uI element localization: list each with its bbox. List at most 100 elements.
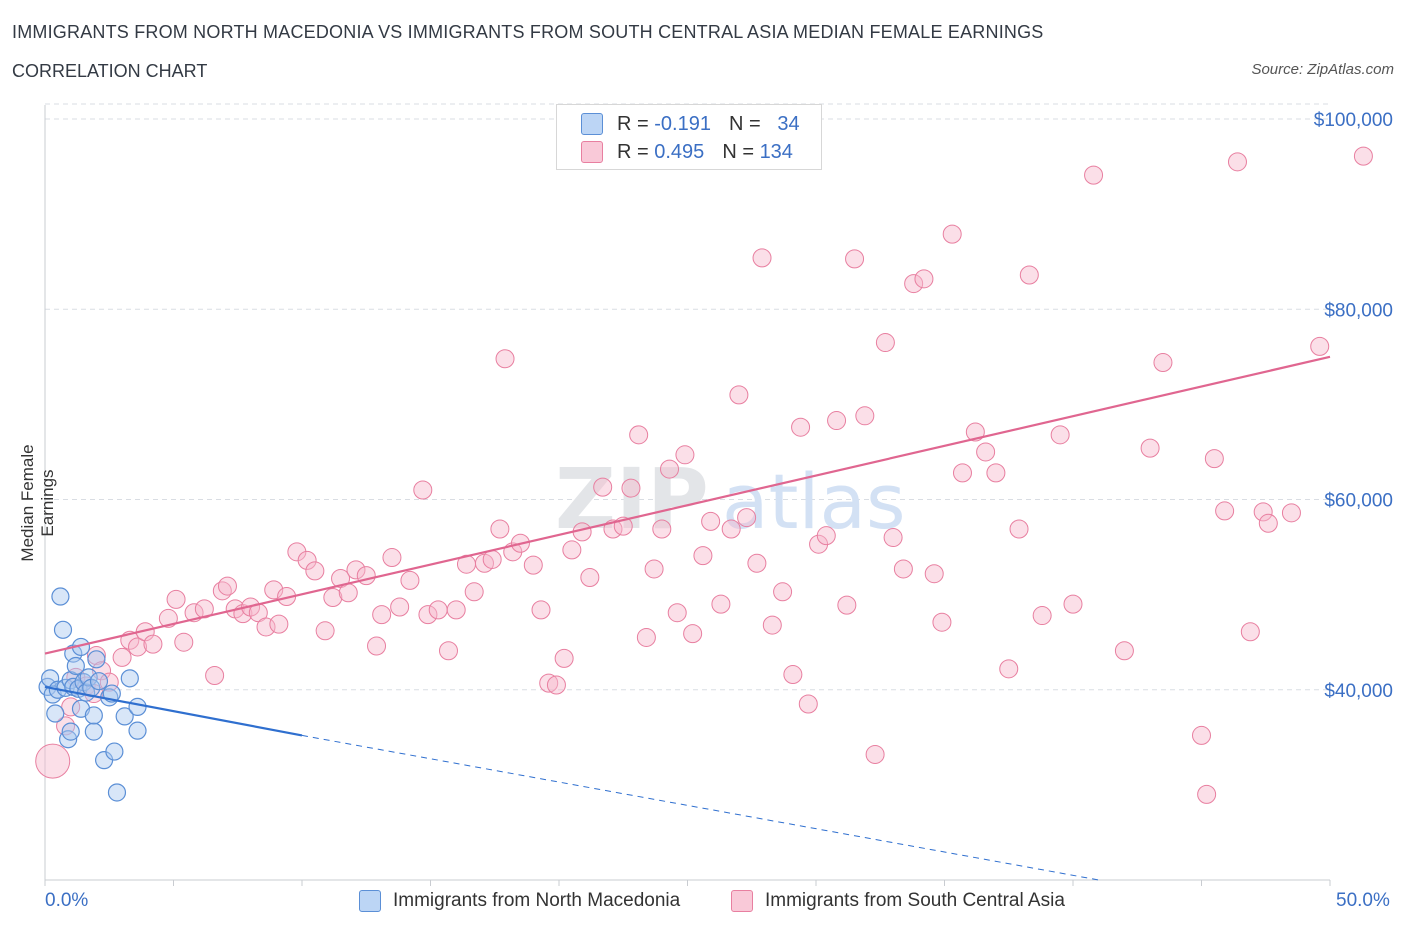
point-south-central-asia-57: [523, 555, 543, 575]
point-south-central-asia-110: [1009, 519, 1029, 539]
legend-swatch-blue: [581, 113, 603, 135]
point-south-central-asia-115: [1084, 165, 1104, 185]
legend-row-south-central-asia: R = 0.495 N = 134: [581, 140, 793, 164]
point-north-macedonia-23: [87, 650, 106, 669]
point-south-central-asia-93: [837, 595, 857, 615]
point-north-macedonia-30: [115, 707, 134, 726]
legend-r-value: 0.495: [654, 140, 705, 163]
axes: [44, 105, 1331, 886]
point-north-macedonia-21: [84, 722, 103, 741]
point-south-central-asia-97: [875, 333, 895, 353]
point-south-central-asia-106: [965, 422, 985, 442]
legend-n-value: 134: [759, 140, 793, 163]
point-south-central-asia-50: [464, 582, 484, 602]
point-south-central-asia-62: [562, 540, 582, 560]
point-south-central-asia-112: [1032, 606, 1052, 626]
point-south-central-asia-89: [798, 694, 818, 714]
point-south-central-asia-83: [747, 553, 767, 573]
point-north-macedonia-5: [51, 587, 70, 606]
point-south-central-asia-61: [554, 648, 574, 668]
point-north-macedonia-3: [46, 704, 65, 723]
point-south-central-asia-28: [269, 614, 289, 634]
point-south-central-asia-59: [539, 673, 559, 693]
point-south-central-asia-105: [952, 463, 972, 483]
point-south-central-asia-48: [446, 600, 466, 620]
point-south-central-asia-21: [217, 576, 237, 596]
point-south-central-asia-120: [1197, 784, 1217, 804]
point-north-macedonia-32: [120, 669, 139, 688]
point-north-macedonia-29: [107, 783, 127, 802]
legend-r-label: R =: [617, 112, 649, 135]
legend-n-label: N =: [722, 140, 754, 163]
point-south-central-asia-11: [128, 637, 148, 657]
point-south-central-asia-13: [143, 634, 163, 654]
point-south-central-asia-73: [660, 459, 680, 479]
point-south-central-asia-119: [1192, 725, 1211, 745]
point-south-central-asia-40: [372, 605, 392, 625]
legend-n-label: N =: [728, 112, 761, 135]
point-south-central-asia-64: [580, 568, 600, 588]
point-south-central-asia-81: [729, 385, 749, 405]
point-south-central-asia-43: [400, 570, 420, 590]
point-south-central-asia-95: [855, 406, 875, 426]
legend-row-north-macedonia: R = -0.191 N = 34: [581, 112, 800, 136]
point-south-central-asia-36: [338, 583, 358, 603]
point-south-central-asia-76: [683, 624, 703, 644]
point-north-macedonia-31: [128, 721, 147, 740]
point-south-central-asia-31: [297, 550, 317, 570]
point-south-central-asia-71: [644, 559, 664, 579]
trend-lines: [44, 355, 1331, 881]
point-south-central-asia-26: [256, 617, 276, 637]
point-south-central-asia-99: [893, 559, 913, 579]
y-tick-label-2: $80,000: [1324, 300, 1393, 321]
point-south-central-asia-80: [721, 519, 741, 539]
south-central-asia-points: [35, 146, 1373, 804]
point-south-central-asia-44: [413, 480, 433, 500]
point-south-central-asia-34: [323, 587, 343, 607]
point-north-macedonia-33: [128, 697, 147, 716]
point-south-central-asia-94: [845, 249, 865, 269]
y-axis-title: Median Female Earnings: [18, 444, 57, 562]
point-south-central-asia-82: [737, 508, 757, 528]
point-south-central-asia-33: [315, 621, 335, 641]
point-south-central-asia-113: [1050, 425, 1070, 445]
point-south-central-asia-124: [1240, 622, 1260, 642]
source-label: Source: ZipAtlas.com: [1251, 61, 1394, 78]
point-south-central-asia-96: [865, 744, 885, 764]
chart-subtitle: CORRELATION CHART: [12, 61, 208, 81]
point-south-central-asia-32: [305, 561, 325, 581]
point-south-central-asia-125: [1253, 502, 1273, 522]
point-south-central-asia-75: [675, 445, 695, 465]
point-north-macedonia-13: [66, 656, 85, 676]
watermark: ZIP atlas: [555, 450, 906, 548]
point-south-central-asia-109: [999, 659, 1019, 679]
point-south-central-asia-77: [693, 546, 713, 566]
y-tick-label-1: $60,000: [1324, 491, 1393, 512]
point-south-central-asia-101: [914, 269, 934, 289]
point-south-central-asia-53: [490, 519, 510, 539]
point-south-central-asia-54: [495, 349, 515, 369]
y-tick-label-3: $100,000: [1314, 110, 1393, 131]
point-south-central-asia-98: [883, 528, 903, 548]
point-south-central-asia-86: [773, 582, 793, 602]
point-south-central-asia-37: [346, 560, 366, 580]
bottom-legend-south-central-asia: Immigrants from South Central Asia: [731, 888, 1065, 914]
point-south-central-asia-84: [752, 248, 772, 268]
point-south-central-asia-78: [701, 511, 721, 531]
point-south-central-asia-41: [382, 548, 402, 568]
point-south-central-asia-102: [924, 564, 944, 584]
point-south-central-asia-100: [904, 274, 924, 294]
point-south-central-asia-104: [942, 224, 962, 244]
point-south-central-asia-118: [1153, 353, 1173, 373]
point-north-macedonia-6: [53, 620, 73, 639]
bottom-legend-swatch-blue: [359, 890, 381, 912]
point-south-central-asia-127: [1281, 503, 1301, 523]
point-south-central-asia-103: [932, 612, 952, 632]
point-south-central-asia-126: [1258, 513, 1278, 533]
point-south-central-asia-72: [652, 519, 672, 539]
bottom-legend-label: Immigrants from North Macedonia: [393, 890, 681, 911]
chart-title: IMMIGRANTS FROM NORTH MACEDONIA VS IMMIG…: [12, 22, 1044, 42]
trend-line-north-macedonia-extension: [301, 734, 1099, 881]
point-south-central-asia-88: [791, 417, 811, 437]
